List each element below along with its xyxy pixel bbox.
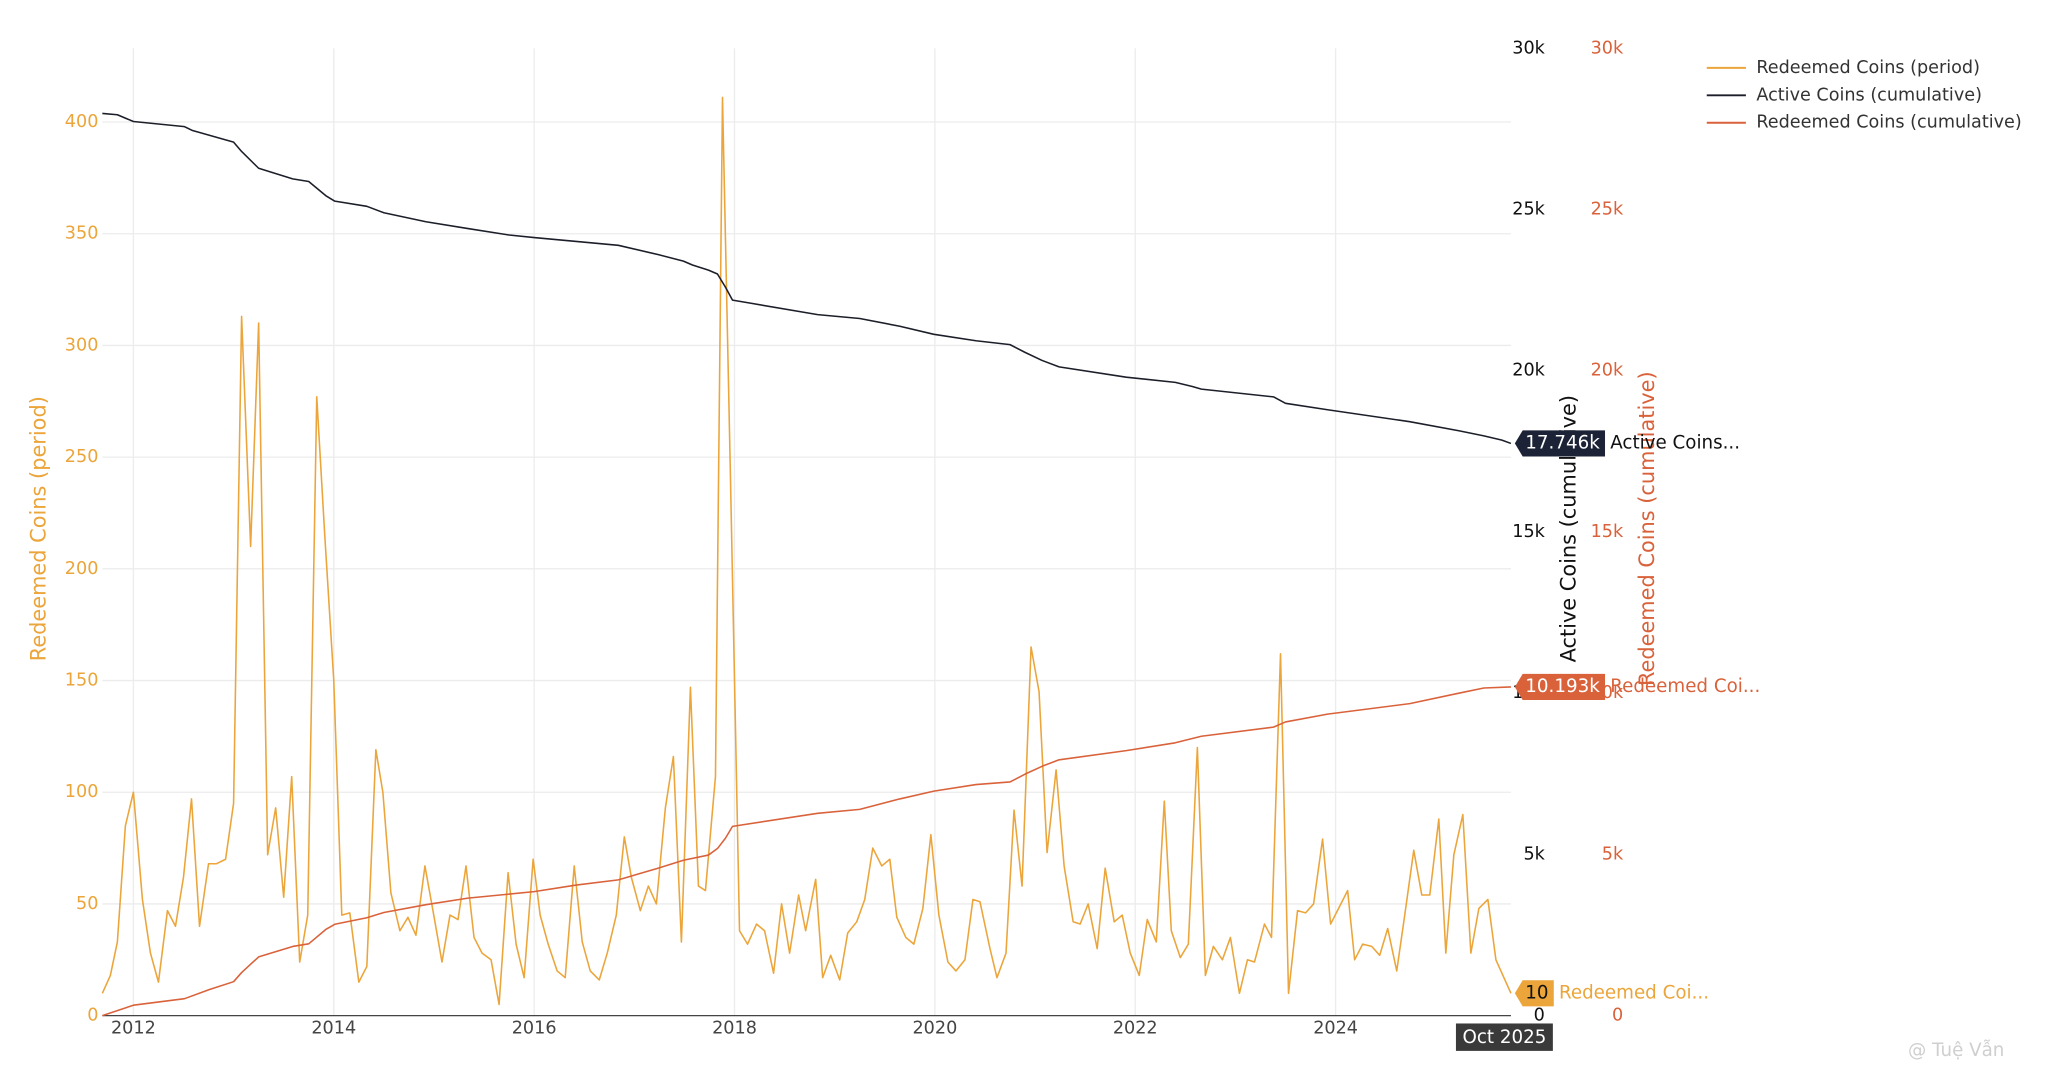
y-tick-label: 50 bbox=[76, 894, 98, 914]
hover-label: 10 Redeemed Coi... bbox=[1514, 980, 1709, 1007]
y3-tick-label: 5k bbox=[1602, 844, 1624, 864]
hover-value: 10 bbox=[1525, 982, 1548, 1003]
hover-name: Redeemed Coi... bbox=[1610, 676, 1760, 697]
y3-tick-label: 0 bbox=[1612, 1006, 1623, 1026]
y-tick-label: 400 bbox=[65, 112, 99, 132]
x-tick-label: 2024 bbox=[1313, 1019, 1358, 1039]
y2-tick-label: 15k bbox=[1512, 522, 1545, 542]
series-line bbox=[102, 112, 1512, 445]
y3-tick-label: 25k bbox=[1591, 200, 1624, 220]
hover-label: 17.746k Active Coins... bbox=[1514, 430, 1740, 457]
y3-tick-label: 30k bbox=[1591, 38, 1624, 58]
watermark: @ Tuệ Vẫn bbox=[1908, 1040, 2004, 1061]
y2-tick-label: 0 bbox=[1534, 1006, 1545, 1026]
legend-label: Active Coins (cumulative) bbox=[1756, 85, 1982, 105]
hover-value: 17.746k bbox=[1525, 432, 1600, 453]
hover-value: 10.193k bbox=[1525, 676, 1600, 697]
y2-tick-label: 20k bbox=[1512, 361, 1545, 381]
x-tick-label: 2014 bbox=[311, 1019, 356, 1039]
y-tick-label: 300 bbox=[65, 335, 99, 355]
y-tick-label: 100 bbox=[65, 782, 99, 802]
y-tick-label: 250 bbox=[65, 447, 99, 467]
y2-tick-label: 5k bbox=[1523, 844, 1545, 864]
legend-label: Redeemed Coins (cumulative) bbox=[1756, 113, 2021, 133]
y-tick-label: 350 bbox=[65, 224, 99, 244]
x-tick-label: 2020 bbox=[912, 1019, 957, 1039]
hover-box bbox=[1514, 430, 1606, 457]
x-tick-label: 2012 bbox=[111, 1019, 156, 1039]
hover-name: Redeemed Coi... bbox=[1559, 982, 1709, 1003]
x-tick-label: 2022 bbox=[1113, 1019, 1158, 1039]
hover-box bbox=[1514, 980, 1554, 1007]
y-tick-label: 0 bbox=[87, 1006, 98, 1026]
y2-tick-label: 30k bbox=[1512, 38, 1545, 58]
hover-name: Active Coins... bbox=[1610, 432, 1740, 453]
y3-tick-label: 20k bbox=[1591, 361, 1624, 381]
y-tick-label: 200 bbox=[65, 559, 99, 579]
hover-label: 10.193k Redeemed Coi... bbox=[1514, 673, 1760, 701]
y3-tick-label: 15k bbox=[1591, 522, 1624, 542]
y-tick-label: 150 bbox=[65, 671, 99, 691]
x-tick-label: 2016 bbox=[512, 1019, 557, 1039]
y3-axis-title: Redeemed Coins (cumulative) bbox=[1635, 371, 1659, 686]
hover-x-box bbox=[1455, 1023, 1553, 1051]
x-tick-label: 2018 bbox=[712, 1019, 757, 1039]
series-line bbox=[102, 686, 1511, 1017]
y-axis-title: Redeemed Coins (period) bbox=[27, 396, 51, 661]
series-line bbox=[101, 96, 1512, 1006]
y2-tick-label: 25k bbox=[1512, 200, 1545, 220]
hover-x-label: Oct 2025 bbox=[1462, 1027, 1546, 1048]
hover-box bbox=[1514, 673, 1606, 701]
legend-label: Redeemed Coins (period) bbox=[1756, 58, 1980, 78]
